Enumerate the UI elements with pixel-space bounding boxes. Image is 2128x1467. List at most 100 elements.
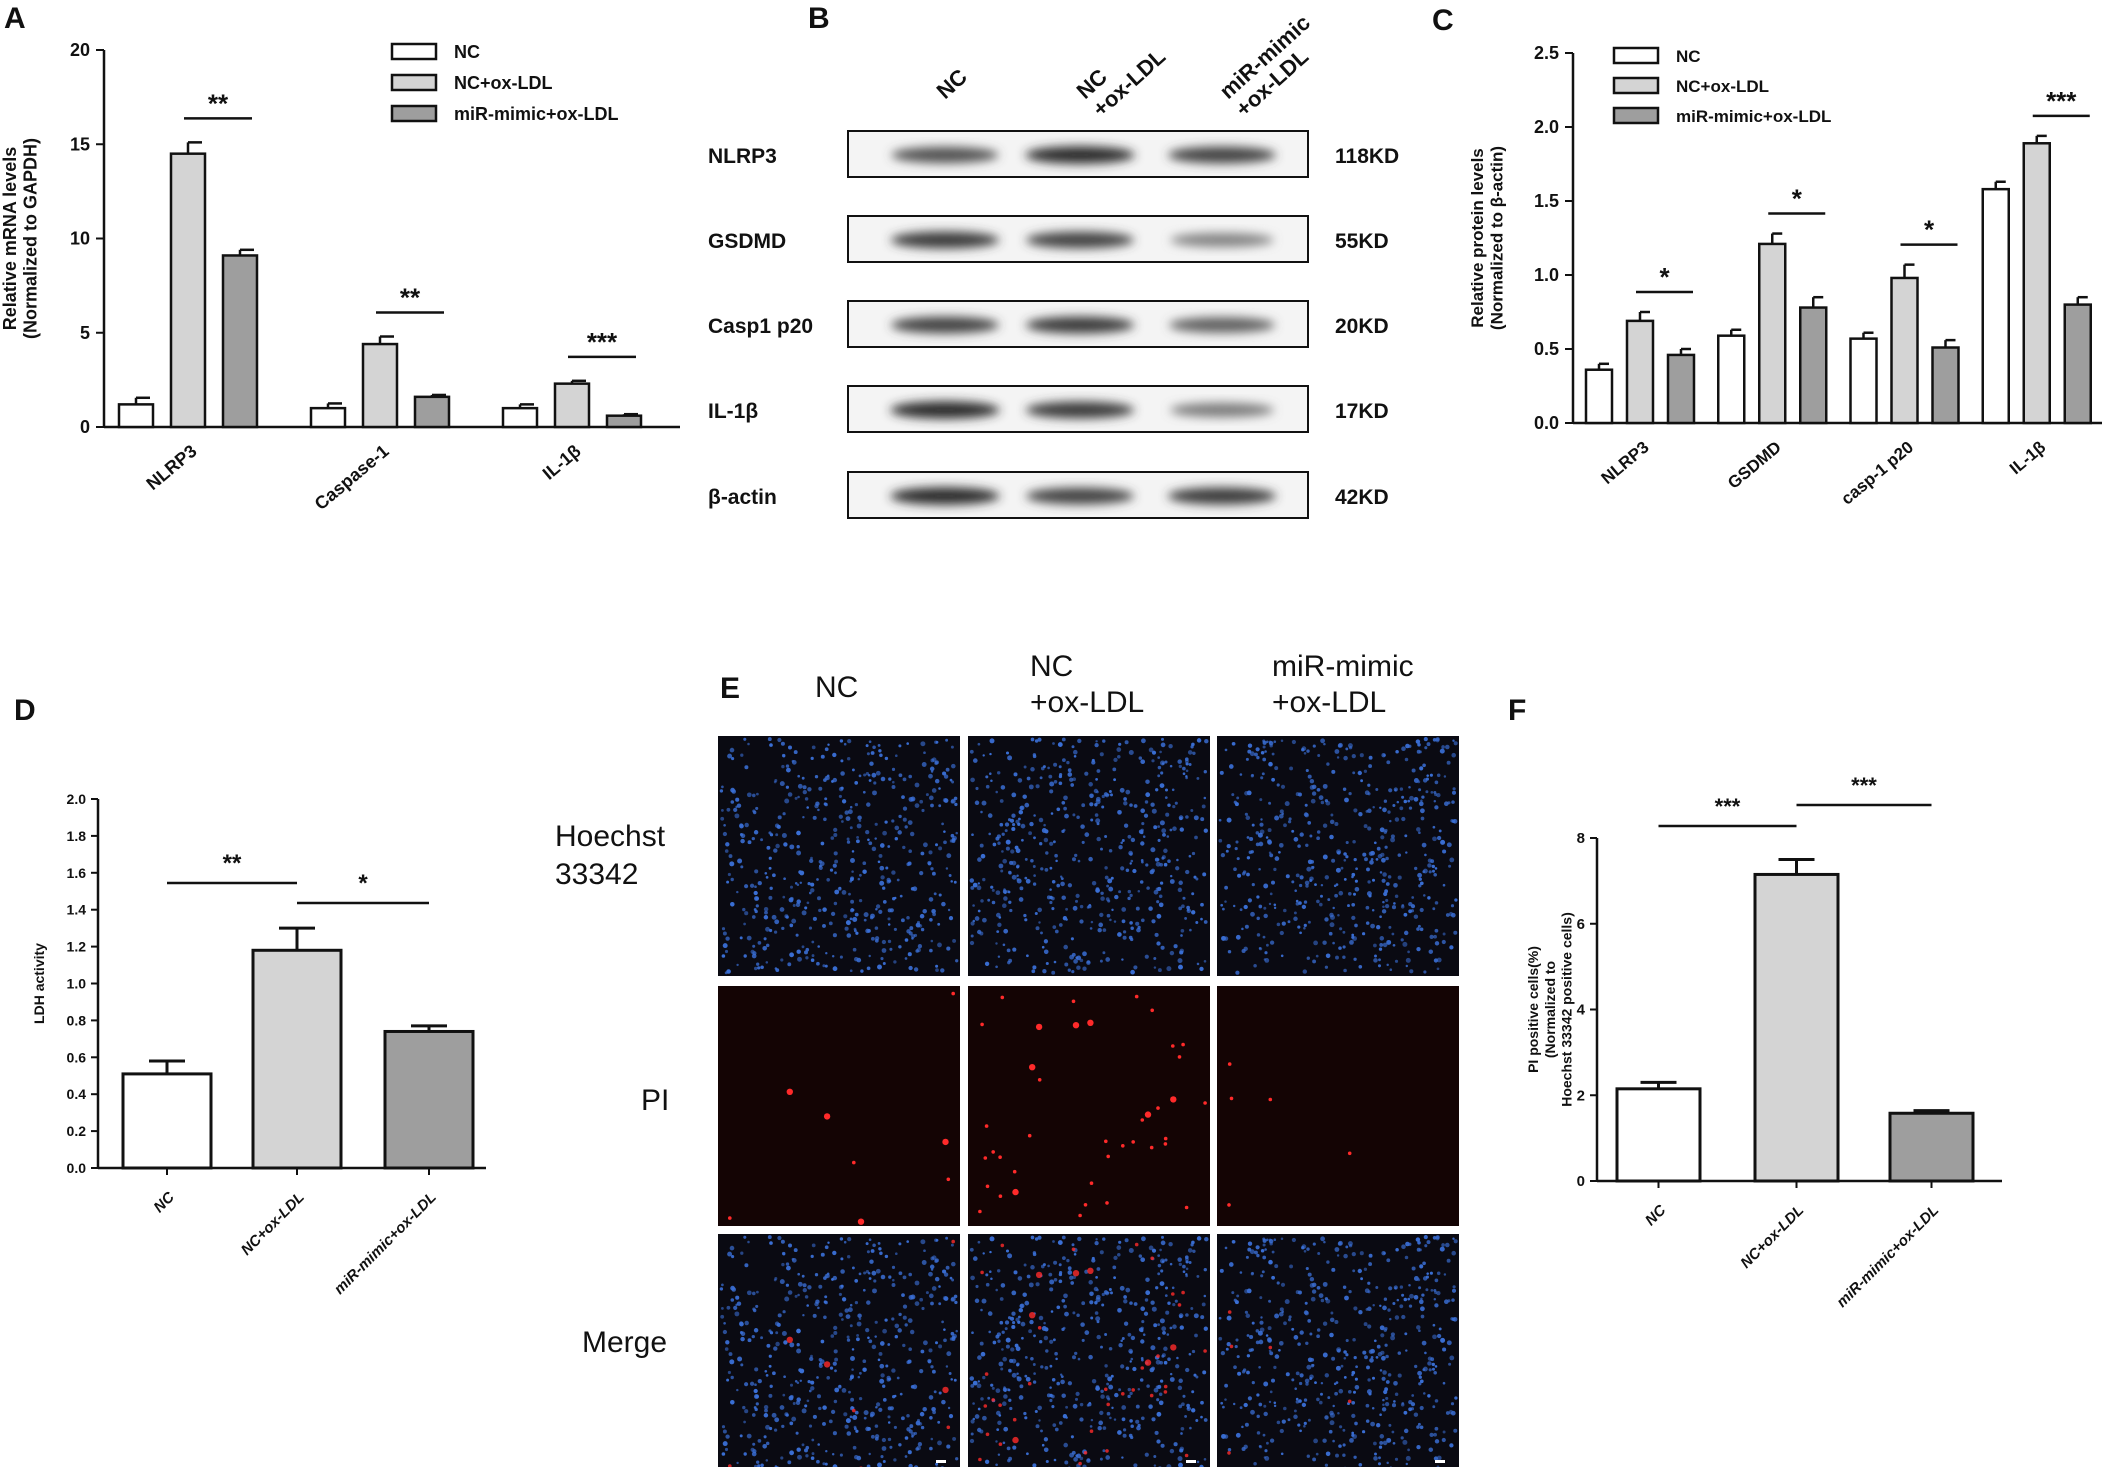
nucleus xyxy=(1304,803,1308,807)
nucleus xyxy=(1179,1325,1184,1330)
nucleus xyxy=(757,1464,761,1467)
nucleus xyxy=(1448,1362,1452,1366)
nucleus xyxy=(1032,965,1037,970)
pi-positive-cell xyxy=(1071,999,1076,1004)
nucleus xyxy=(867,1336,870,1340)
nucleus xyxy=(1047,766,1050,770)
nucleus xyxy=(947,908,951,912)
nucleus xyxy=(941,901,946,907)
nucleus xyxy=(1088,1401,1092,1405)
nucleus xyxy=(875,907,878,911)
nucleus xyxy=(1145,792,1151,798)
nucleus xyxy=(1169,828,1173,832)
nucleus xyxy=(1167,803,1171,807)
nucleus xyxy=(1161,1354,1165,1358)
nucleus xyxy=(833,901,838,906)
nucleus xyxy=(999,822,1004,827)
nucleus xyxy=(1354,923,1358,928)
nucleus xyxy=(1094,813,1099,817)
nucleus xyxy=(756,792,759,796)
nucleus xyxy=(1263,1381,1269,1387)
nucleus xyxy=(1284,801,1290,807)
nucleus xyxy=(1340,1364,1344,1368)
nucleus xyxy=(1244,1310,1248,1314)
nucleus xyxy=(1096,822,1100,826)
nucleus xyxy=(786,767,791,773)
nucleus xyxy=(976,1383,982,1389)
nucleus xyxy=(1418,801,1424,807)
nucleus xyxy=(1140,1416,1145,1421)
nucleus xyxy=(797,956,802,962)
nucleus xyxy=(1186,1403,1190,1408)
nucleus xyxy=(730,1298,735,1302)
nucleus xyxy=(913,967,919,972)
nucleus xyxy=(1256,1414,1260,1419)
nucleus xyxy=(906,1360,911,1365)
nucleus xyxy=(950,1243,954,1247)
nucleus xyxy=(806,901,810,905)
nucleus xyxy=(1434,928,1439,933)
nucleus xyxy=(1199,966,1204,972)
protein-label: IL-1β xyxy=(708,400,758,423)
nucleus xyxy=(825,952,828,955)
nucleus xyxy=(1200,1400,1204,1405)
micrograph xyxy=(968,986,1210,1226)
nucleus xyxy=(1176,1356,1179,1360)
nucleus xyxy=(1347,743,1353,749)
nucleus xyxy=(1043,949,1049,955)
nucleus xyxy=(1329,1317,1335,1323)
nucleus xyxy=(1444,1299,1449,1304)
nucleus xyxy=(1006,1446,1011,1451)
nucleus xyxy=(1360,1277,1364,1281)
nucleus xyxy=(1005,846,1010,851)
nucleus xyxy=(1274,856,1280,861)
nucleus xyxy=(917,944,923,949)
nucleus xyxy=(1196,1236,1202,1241)
nucleus xyxy=(775,833,779,837)
nucleus xyxy=(1231,1239,1236,1244)
nucleus xyxy=(1076,1313,1080,1317)
nucleus xyxy=(1178,1462,1183,1467)
nucleus xyxy=(879,1378,885,1384)
nucleus xyxy=(1145,863,1149,867)
nucleus xyxy=(1245,757,1249,761)
nucleus xyxy=(838,1292,842,1296)
nucleus xyxy=(925,793,929,797)
nucleus xyxy=(902,777,907,782)
nucleus xyxy=(1239,1406,1243,1410)
nucleus xyxy=(1351,1370,1356,1375)
nucleus xyxy=(1125,1366,1130,1371)
nucleus xyxy=(766,1343,771,1348)
nucleus xyxy=(872,1243,876,1248)
nucleus xyxy=(1052,925,1057,929)
nucleus xyxy=(1303,1310,1309,1315)
nucleus xyxy=(1056,807,1061,812)
nucleus xyxy=(777,737,782,743)
nucleus xyxy=(1203,1294,1207,1298)
nucleus xyxy=(1008,900,1012,904)
nucleus xyxy=(1005,751,1010,755)
nucleus xyxy=(1376,1423,1381,1428)
nucleus xyxy=(1264,1248,1267,1251)
nucleus xyxy=(1339,1425,1343,1429)
nucleus xyxy=(1312,1457,1317,1462)
nucleus xyxy=(765,926,770,932)
nucleus xyxy=(1016,1363,1020,1367)
nucleus xyxy=(867,1427,871,1431)
nucleus xyxy=(1410,909,1415,913)
nucleus xyxy=(1317,754,1321,757)
nucleus xyxy=(1160,771,1164,775)
nucleus xyxy=(765,961,769,964)
nucleus xyxy=(724,1447,729,1452)
nucleus xyxy=(909,1424,914,1429)
nucleus xyxy=(1028,1329,1033,1334)
nucleus xyxy=(1235,840,1239,844)
nucleus xyxy=(990,1277,993,1280)
pi-positive-cell xyxy=(1347,1151,1352,1156)
nucleus xyxy=(868,740,872,744)
nucleus xyxy=(1179,950,1184,955)
nucleus xyxy=(1100,1394,1105,1399)
nucleus xyxy=(1220,1401,1224,1405)
nucleus xyxy=(1188,1352,1192,1356)
nucleus xyxy=(1338,890,1344,896)
